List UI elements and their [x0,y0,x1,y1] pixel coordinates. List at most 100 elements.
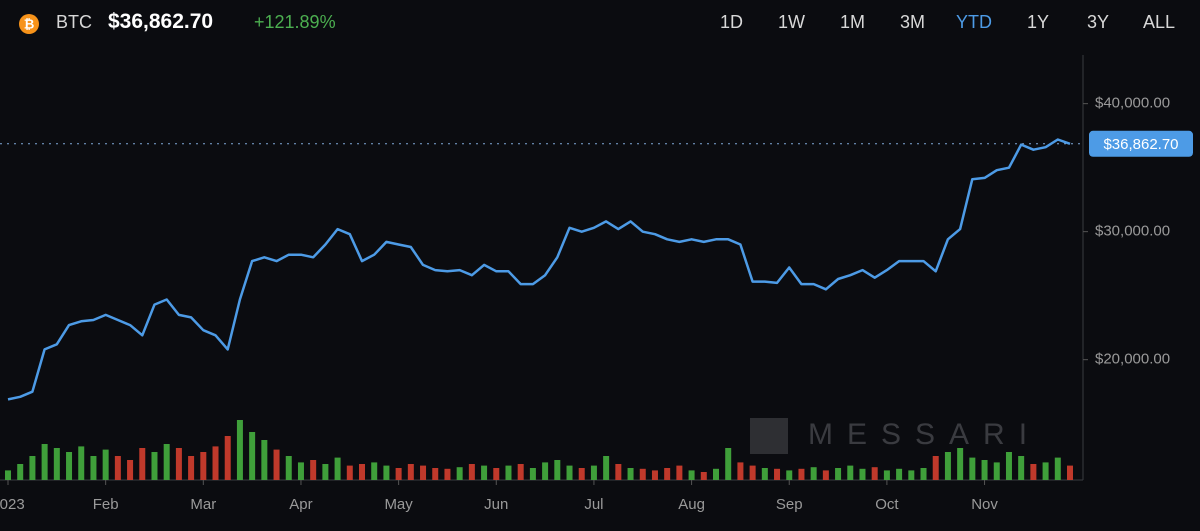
volume-bar [188,456,195,480]
volume-bar [78,446,85,480]
volume-bar [5,470,11,480]
volume-bar [444,468,451,480]
volume-bar [554,460,561,480]
volume-bar [151,452,158,480]
volume-bar [90,456,97,480]
volume-bar [432,468,439,480]
volume-bar [969,457,976,480]
volume-bar [786,470,793,480]
range-button[interactable]: 1M [840,12,866,32]
volume-bar [29,456,36,480]
volume-bar [334,457,341,480]
volume-bar [200,452,207,480]
volume-bar [481,465,488,480]
volume-bar [127,460,134,480]
x-tick-label: Jul [584,496,603,513]
volume-bar [615,464,622,480]
volume-bar [993,462,1000,480]
volume-bar [774,468,781,480]
volume-bar [17,464,24,480]
volume-bar [310,460,317,480]
volume-bar [737,462,744,480]
volume-bar [810,467,817,480]
volume-bar [981,460,988,480]
volume-bar [835,468,842,480]
volume-bar [859,468,866,480]
volume-bar [407,464,414,480]
volume-bar [212,446,219,480]
volume-bar [603,456,610,480]
volume-bar [1005,452,1012,480]
volume-bar [1054,457,1061,480]
range-button[interactable]: 3M [900,12,926,32]
volume-bar [883,470,890,480]
current-price-label: $36,862.70 [1103,136,1178,153]
x-tick-label: Aug [678,496,705,513]
volume-bar [236,420,243,480]
volume-bar [651,470,658,480]
x-tick-label: Apr [289,496,312,513]
volume-bar [529,468,536,480]
x-tick-label: Oct [875,496,899,513]
btc-icon: ₿ [19,14,39,34]
y-tick-label: $20,000.00 [1095,351,1170,368]
range-button[interactable]: 1W [778,12,805,32]
volume-bar [896,468,903,480]
watermark: MESSARI [808,418,1041,451]
volume-bar [468,464,475,480]
volume-bar [1018,456,1025,480]
volume-bar [517,464,524,480]
range-button[interactable]: 1D [720,12,744,32]
volume-bar [932,456,939,480]
svg-text:₿: ₿ [24,16,35,31]
range-button[interactable]: 1Y [1027,12,1050,32]
volume-bar [41,444,48,480]
volume-bar [578,468,585,480]
volume-bar [249,432,256,480]
volume-bar [627,468,634,480]
volume-bar [322,464,329,480]
x-tick-label: 2023 [0,496,25,513]
volume-bar [359,464,365,480]
volume-bar [908,470,915,480]
volume-bar [676,465,683,480]
symbol: BTC [56,12,92,32]
volume-bar [700,472,707,480]
range-button[interactable]: ALL [1143,12,1176,32]
x-tick-label: Feb [93,496,119,513]
range-button[interactable]: YTD [956,12,992,32]
x-tick-label: Jun [484,496,508,513]
volume-bar [590,465,597,480]
volume-bar [566,465,573,480]
x-tick-label: May [384,496,413,513]
volume-bar [114,456,121,480]
volume-bar [383,465,390,480]
range-button[interactable]: 3Y [1087,12,1110,32]
volume-bar [273,449,280,480]
volume-bar [798,468,805,480]
volume-bar [505,465,512,480]
volume-bar [346,465,353,480]
watermark-logo [750,418,788,454]
x-tick-label: Sep [776,496,803,513]
x-tick-label: Nov [971,496,998,513]
volume-bar [957,448,964,480]
change: +121.89% [254,12,336,32]
volume-bar [420,465,427,480]
volume-bar [371,462,378,480]
volume-bar [285,456,292,480]
volume-bar [297,462,304,480]
volume-bar [713,468,719,480]
volume-bar [920,468,927,480]
header: ₿ BTC $36,862.70 +121.89% 1D 1W 1M 3M YTD 1Y 3… [0,0,1200,48]
volume-bar [456,467,463,480]
volume-bar [542,462,549,480]
y-tick-label: $30,000.00 [1095,223,1170,240]
volume-bar [639,468,646,480]
volume-bar [871,467,878,480]
volume-bar [1042,462,1049,480]
volume-bar [53,448,60,480]
volume-bar [224,436,231,480]
